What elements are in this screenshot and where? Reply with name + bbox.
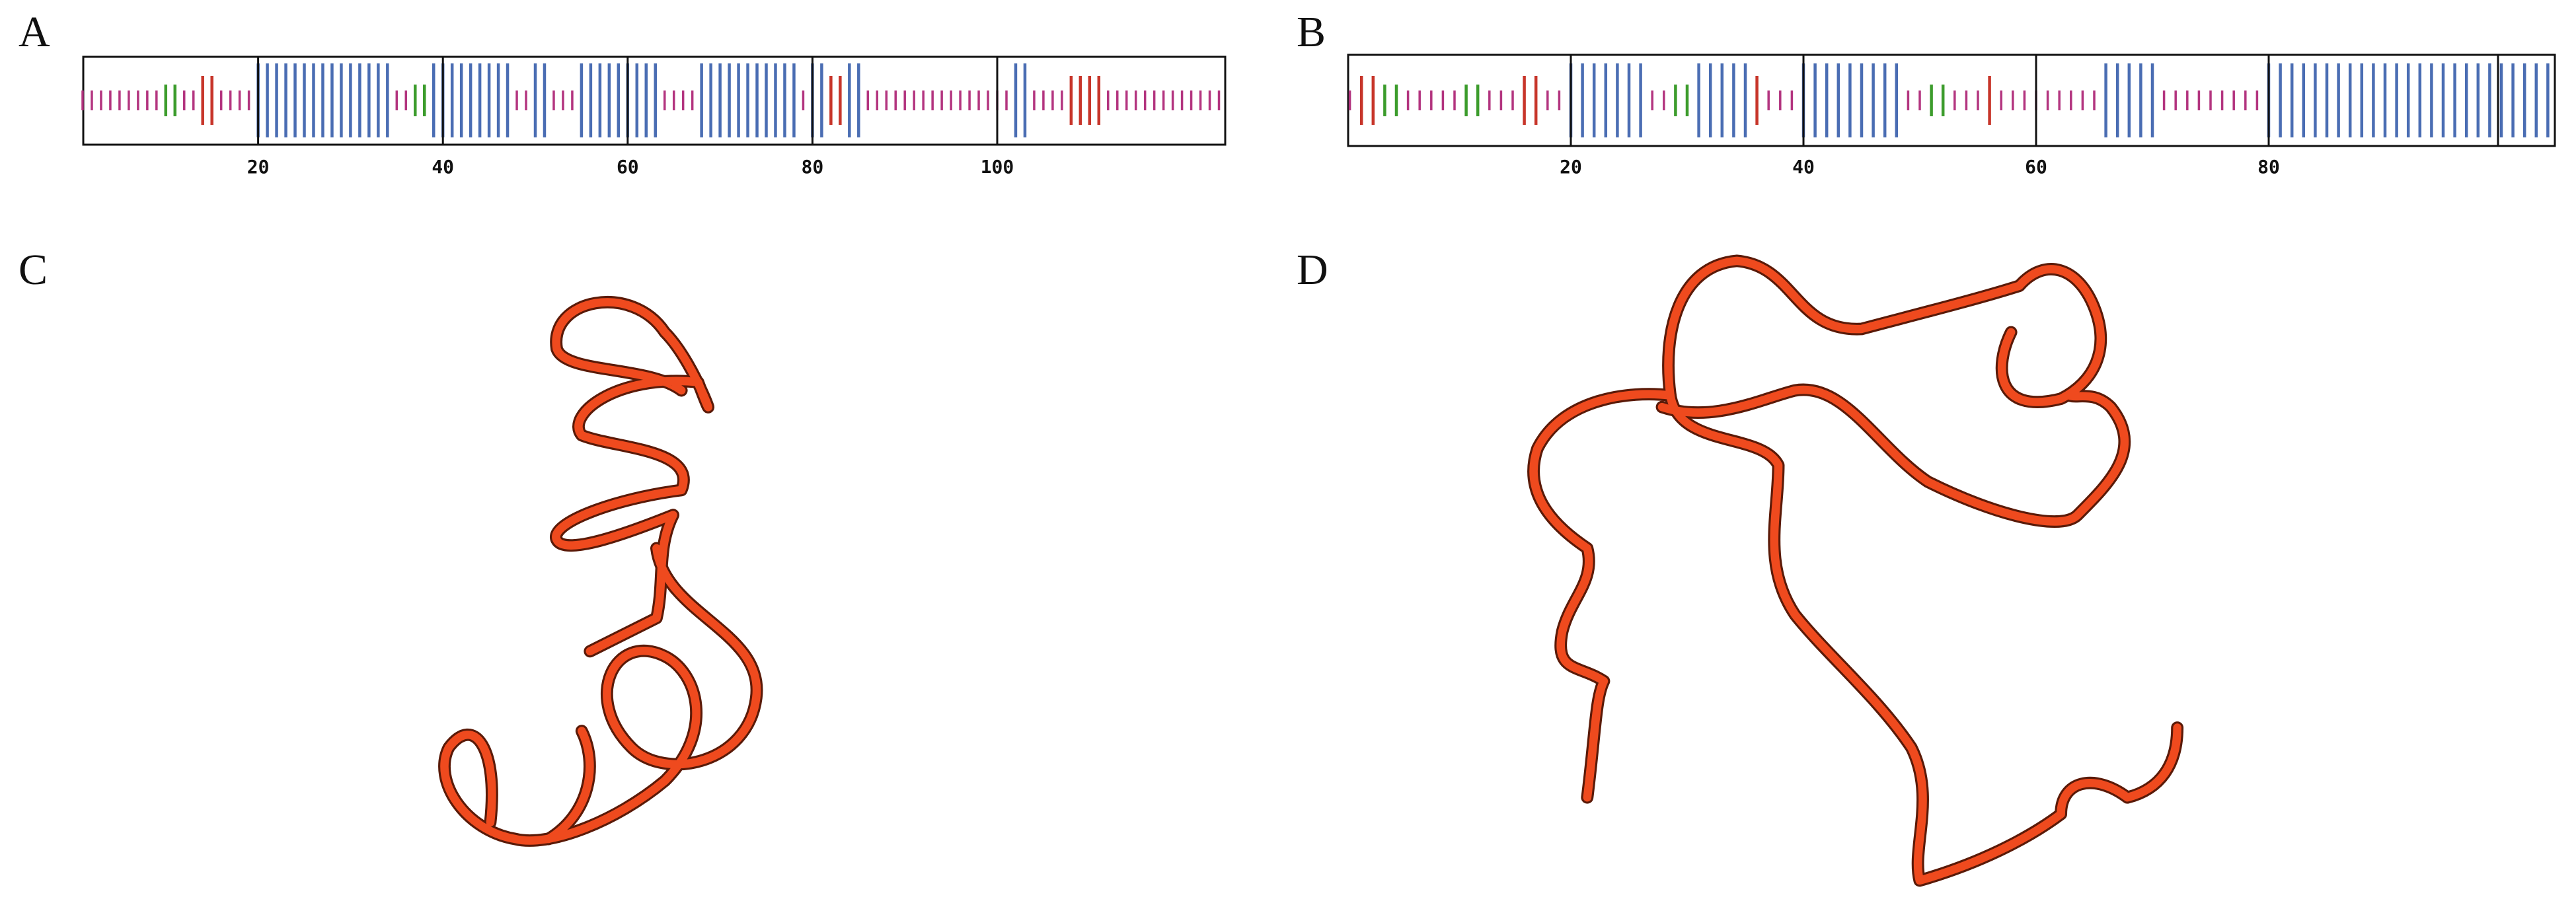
tick-label: 80 [2257,156,2280,178]
tick-label: 80 [802,156,824,178]
ribbon [1666,391,2181,885]
panel-label: C [19,246,48,294]
panel-label: D [1297,246,1328,294]
ribbon [440,544,761,845]
tick-label: 40 [432,156,454,178]
tick-label: 60 [617,156,639,178]
panel-label: A [19,8,50,56]
ribbon [1529,256,2105,802]
track-frame [1347,54,2556,147]
tick-label: 40 [1792,156,1815,178]
ribbon [1657,385,2129,526]
tracks: 20 40 60 80 100 20 40 60 80 [81,55,2550,178]
tick-label: 20 [247,156,270,178]
ribbon [544,727,594,844]
panel-label: B [1297,8,1326,56]
ribbon [552,298,712,656]
tick-label: 100 [981,156,1014,178]
ribbon-d [1527,254,2184,887]
tick-label: 60 [2025,156,2047,178]
tick-label: 20 [1560,156,1582,178]
ribbon-c [438,296,763,847]
ribbon-outline [1527,254,2107,804]
